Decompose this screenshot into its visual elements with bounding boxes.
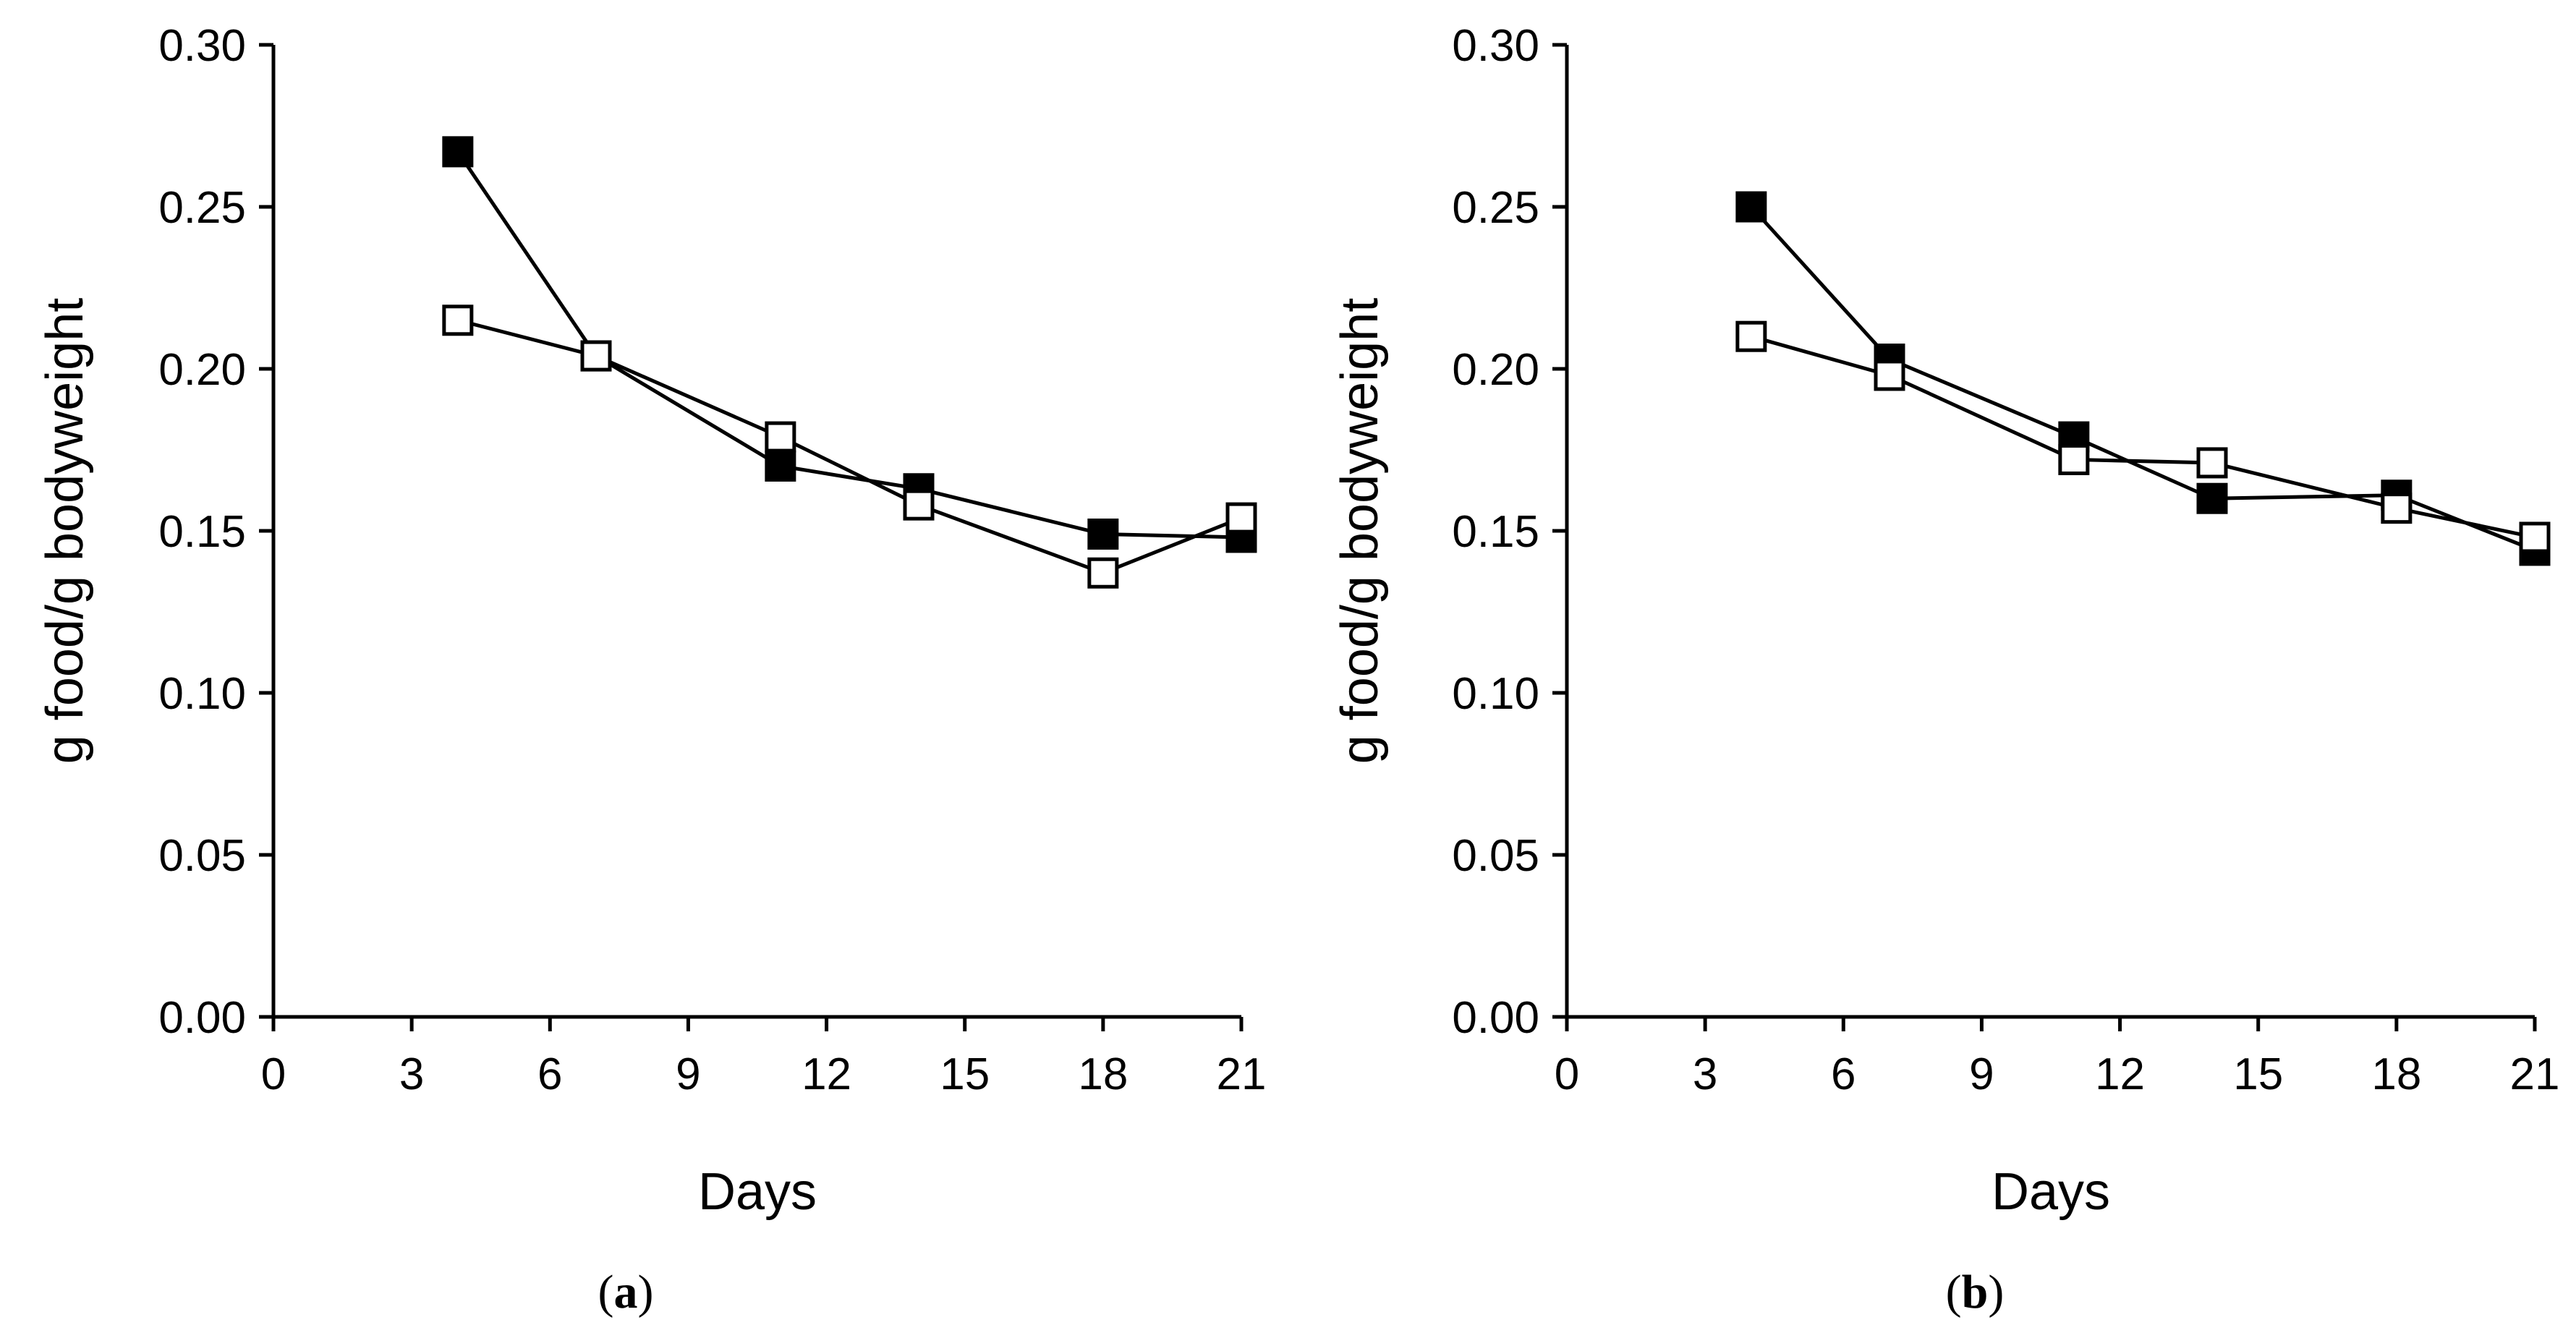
y-tick-label: 0.10 bbox=[158, 669, 246, 719]
x-tick-label: 15 bbox=[940, 1049, 990, 1099]
panel-caption: (a) bbox=[598, 1266, 654, 1318]
y-tick-label: 0.30 bbox=[158, 21, 246, 71]
panel-caption: (b) bbox=[1946, 1266, 2005, 1318]
y-tick-label: 0.20 bbox=[158, 345, 246, 395]
panel-b: 0 3 6 9 12 15 18 21 0.00 0.05 0.10 0.15 0.20 0.25 0.30… bbox=[1331, 21, 2559, 1318]
data-point-filled-square bbox=[765, 450, 796, 482]
x-tick-label: 18 bbox=[2371, 1049, 2421, 1099]
x-tick-label: 0 bbox=[1555, 1049, 1579, 1099]
series-line-filled-square bbox=[456, 150, 1242, 540]
x-tick-label: 6 bbox=[1831, 1049, 1856, 1099]
y-tick-label: 0.00 bbox=[1452, 993, 1539, 1043]
y-tick-label: 0.15 bbox=[1452, 507, 1539, 557]
x-tick-label: 0 bbox=[261, 1049, 286, 1099]
x-tick-label: 3 bbox=[1693, 1049, 1717, 1099]
data-point-filled-square bbox=[2196, 482, 2228, 514]
x-tick-label: 21 bbox=[2510, 1049, 2560, 1099]
y-tick-label: 0.05 bbox=[1452, 831, 1539, 881]
x-tick-label: 21 bbox=[1217, 1049, 1267, 1099]
data-point-open-square bbox=[2058, 443, 2090, 475]
data-point-open-square bbox=[765, 421, 796, 453]
x-tick-label: 6 bbox=[537, 1049, 562, 1099]
data-point-open-square bbox=[1087, 557, 1119, 589]
x-tick-label: 3 bbox=[399, 1049, 424, 1099]
x-tick-label: 18 bbox=[1078, 1049, 1128, 1099]
x-axis-title: Days bbox=[1991, 1163, 2110, 1221]
series-line-open-square bbox=[1751, 334, 2535, 540]
y-tick-label: 0.15 bbox=[158, 507, 246, 557]
data-point-filled-square bbox=[1735, 191, 1767, 223]
y-tick-label: 0.10 bbox=[1452, 669, 1539, 719]
data-point-open-square bbox=[2381, 493, 2413, 524]
data-point-filled-square bbox=[442, 136, 474, 168]
data-point-open-square bbox=[2196, 447, 2228, 479]
x-tick-label: 9 bbox=[1969, 1049, 1994, 1099]
y-tick-label: 0.05 bbox=[158, 831, 246, 881]
y-axis-title: g food/g bodyweight bbox=[36, 298, 94, 764]
y-tick-label: 0.25 bbox=[158, 183, 246, 233]
series-line-open-square bbox=[457, 318, 1242, 575]
data-point-filled-square bbox=[1087, 518, 1119, 550]
y-tick-label: 0.30 bbox=[1452, 21, 1539, 71]
x-axis-title: Days bbox=[698, 1163, 817, 1221]
y-tick-label: 0.00 bbox=[158, 993, 246, 1043]
y-tick-label: 0.25 bbox=[1452, 183, 1539, 233]
data-point-open-square bbox=[903, 489, 935, 521]
series-line-filled-square bbox=[1750, 205, 2535, 553]
y-tick-label: 0.20 bbox=[1452, 345, 1539, 395]
data-point-open-square bbox=[442, 304, 474, 336]
panel-a: 0 3 6 9 12 15 18 21 0.00 0.05 0.10 0.15 0.20 0.25 0.30… bbox=[36, 21, 1266, 1318]
x-tick-label: 15 bbox=[2233, 1049, 2283, 1099]
y-axis-title: g food/g bodyweight bbox=[1331, 298, 1389, 764]
data-point-open-square bbox=[580, 340, 612, 372]
data-point-open-square bbox=[2519, 521, 2551, 553]
x-tick-label: 9 bbox=[676, 1049, 700, 1099]
data-point-open-square bbox=[1225, 502, 1257, 534]
x-tick-label: 12 bbox=[802, 1049, 851, 1099]
data-point-open-square bbox=[1874, 359, 1905, 391]
data-point-open-square bbox=[1735, 320, 1767, 352]
x-tick-label: 12 bbox=[2095, 1049, 2145, 1099]
